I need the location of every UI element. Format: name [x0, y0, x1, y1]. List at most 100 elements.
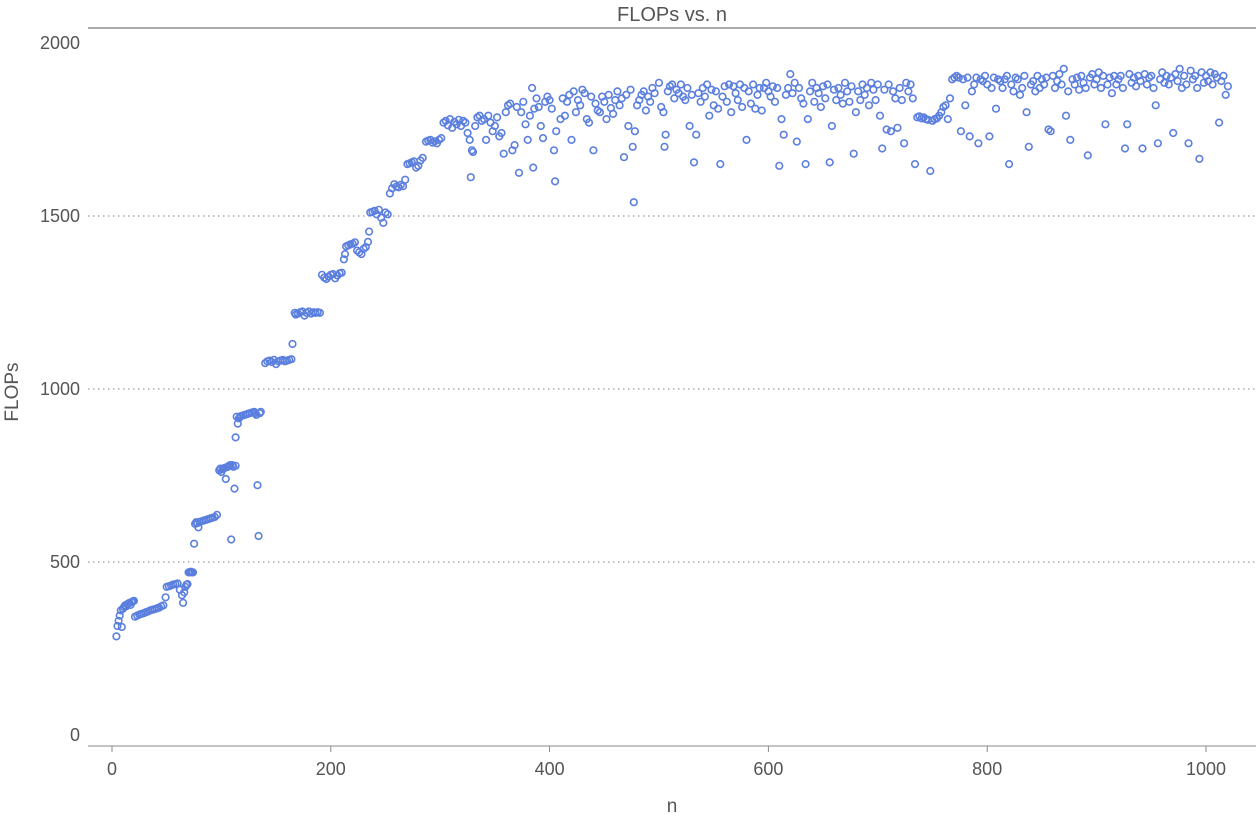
data-point	[1147, 71, 1156, 80]
data-point	[1179, 71, 1189, 80]
data-point	[681, 95, 690, 105]
data-point	[608, 109, 618, 118]
data-point	[530, 104, 539, 113]
data-point	[1195, 154, 1204, 163]
data-point	[1015, 90, 1025, 99]
data-point	[1007, 80, 1016, 89]
data-point	[792, 137, 801, 146]
data-point	[1018, 83, 1027, 93]
data-point	[461, 118, 470, 127]
data-point	[1138, 144, 1147, 153]
data-point	[659, 108, 668, 117]
data-point	[501, 108, 510, 117]
data-point	[221, 474, 230, 484]
data-point	[849, 149, 858, 158]
data-point	[799, 99, 808, 108]
data-point	[288, 339, 297, 349]
data-point	[374, 205, 384, 214]
data-point	[954, 73, 963, 82]
data-point	[814, 89, 823, 98]
data-point	[956, 127, 966, 136]
data-point	[365, 227, 374, 236]
data-point	[1116, 71, 1125, 80]
data-point	[468, 147, 478, 157]
data-point	[210, 512, 219, 522]
data-point	[1136, 76, 1145, 86]
data-point	[893, 123, 902, 132]
data-point	[337, 268, 346, 277]
data-point	[773, 83, 782, 93]
data-point	[972, 73, 981, 82]
data-point	[965, 132, 974, 141]
data-point	[967, 87, 977, 96]
data-point	[915, 112, 924, 121]
data-point	[230, 484, 239, 493]
data-point	[766, 92, 775, 101]
data-point	[969, 80, 979, 89]
data-point	[350, 238, 360, 247]
data-point	[805, 87, 815, 96]
data-point	[786, 69, 795, 79]
data-point	[869, 85, 878, 94]
data-point	[803, 114, 812, 124]
data-point	[661, 130, 670, 139]
chart-title: FLOPs vs. n	[617, 4, 727, 26]
data-point	[713, 104, 723, 113]
data-point	[580, 89, 589, 98]
data-point	[667, 80, 677, 89]
data-point	[514, 168, 524, 177]
data-point	[670, 94, 679, 103]
data-point	[482, 135, 491, 144]
data-point	[908, 94, 917, 103]
data-point	[1057, 80, 1066, 89]
data-point	[1162, 71, 1171, 80]
data-point	[864, 101, 874, 110]
data-point	[159, 601, 168, 610]
data-point	[1123, 120, 1132, 129]
data-point	[851, 108, 861, 117]
data-point	[484, 111, 493, 120]
data-point	[705, 111, 714, 120]
data-point	[624, 121, 633, 131]
data-point	[733, 95, 742, 105]
data-point	[418, 153, 427, 162]
y-tick-label-1500: 1500	[40, 206, 80, 226]
data-point	[452, 120, 461, 129]
data-point	[227, 535, 236, 544]
y-tick-label-2000: 2000	[40, 33, 80, 53]
data-point	[1219, 71, 1228, 80]
data-point	[692, 130, 701, 139]
data-point	[711, 87, 721, 96]
data-point	[818, 82, 828, 91]
data-point	[589, 146, 598, 155]
data-point	[231, 461, 240, 470]
data-point	[836, 90, 845, 99]
data-point	[1160, 78, 1169, 87]
data-point	[788, 89, 797, 98]
data-point	[755, 83, 764, 93]
data-point	[660, 142, 669, 151]
data-point	[1107, 89, 1116, 98]
data-point	[183, 579, 192, 589]
data-point	[886, 127, 896, 136]
data-point	[1009, 87, 1018, 96]
data-point	[832, 95, 841, 105]
data-point	[1190, 71, 1200, 80]
data-point	[1221, 90, 1230, 99]
data-point	[762, 78, 771, 87]
data-point	[989, 73, 998, 82]
data-point	[1013, 75, 1022, 84]
data-point	[161, 593, 170, 602]
data-point	[180, 588, 189, 597]
data-point	[1050, 83, 1060, 93]
data-point	[646, 97, 655, 106]
data-point	[884, 80, 893, 89]
data-point	[943, 114, 952, 124]
data-point	[823, 80, 832, 89]
data-point	[1214, 118, 1224, 127]
data-point	[779, 130, 788, 139]
data-point	[1208, 80, 1217, 89]
data-point	[700, 92, 710, 101]
data-point	[550, 177, 560, 186]
data-point	[628, 142, 637, 151]
